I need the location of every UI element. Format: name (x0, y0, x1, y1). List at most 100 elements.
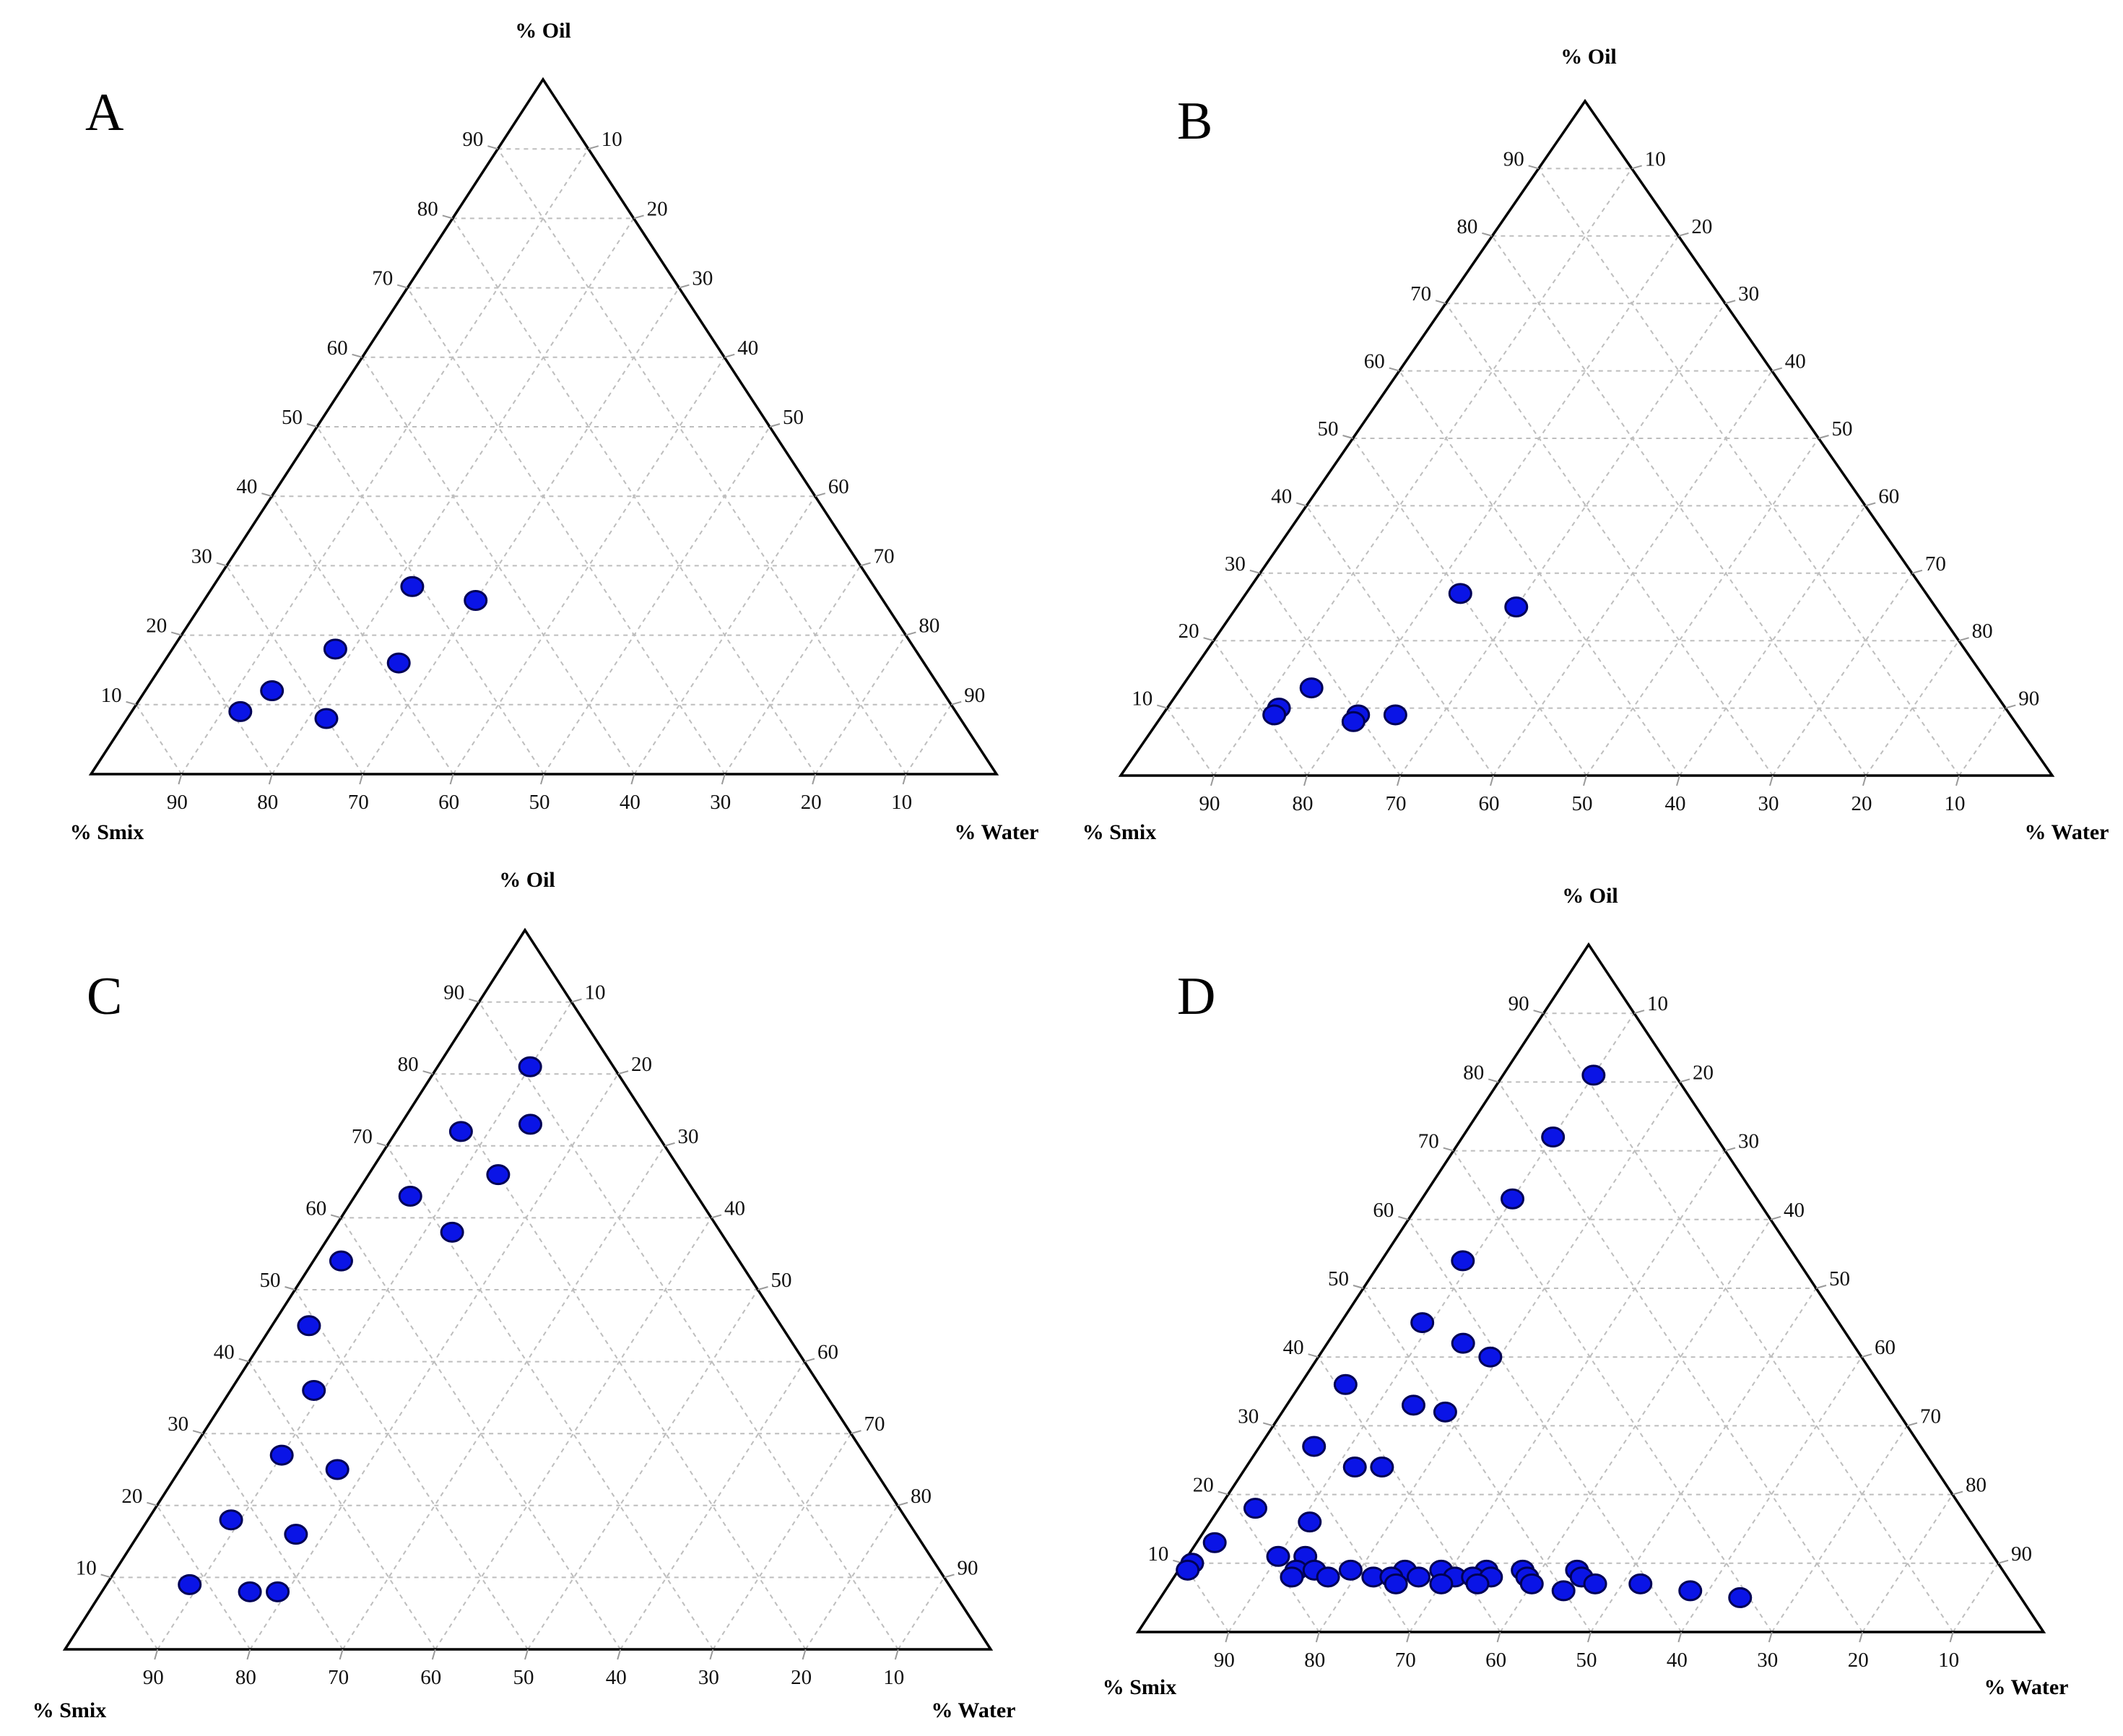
oil-tick-label: 10 (101, 684, 122, 707)
data-point (1401, 1394, 1425, 1416)
water-tick-label: 80 (1972, 620, 1993, 643)
data-points (178, 1056, 542, 1602)
tick-mark-oil (170, 631, 182, 636)
water-tick-label: 20 (631, 1053, 652, 1076)
smix-tick-label: 90 (167, 791, 188, 814)
tick-mark-oil (126, 700, 136, 706)
data-point (1551, 1580, 1576, 1602)
tick-mark-smix (1949, 1631, 1954, 1643)
triangle-edge (62, 927, 994, 1651)
water-tick-label: 80 (1966, 1474, 1987, 1497)
data-point (1176, 1559, 1200, 1581)
data-point (329, 1250, 353, 1272)
tick-mark-water (664, 1142, 675, 1147)
tick-mark-smix (617, 1649, 622, 1660)
data-point (1299, 677, 1324, 699)
oil-tick-label: 70 (1410, 282, 1431, 305)
grid-line-smix (407, 287, 726, 775)
tick-mark-water (906, 631, 916, 636)
oil-axis-label: % Oil (515, 19, 571, 43)
grid-line-water (1865, 640, 1960, 776)
tick-mark-smix (540, 773, 544, 785)
tick-mark-smix (812, 773, 817, 785)
tick-mark-water (1952, 1490, 1963, 1496)
data-point (284, 1524, 308, 1545)
oil-tick-label: 40 (214, 1341, 235, 1364)
tick-mark-smix (524, 1649, 529, 1660)
data-point (228, 700, 253, 722)
tick-mark-water (1770, 1215, 1781, 1220)
data-point (464, 590, 488, 611)
oil-tick-label: 20 (146, 615, 167, 638)
grid-line-water (1228, 1012, 1635, 1633)
oil-tick-label: 30 (1225, 552, 1246, 576)
oil-tick-label: 80 (417, 197, 438, 220)
data-point (1678, 1580, 1703, 1602)
smix-tick-label: 50 (1576, 1649, 1597, 1672)
smix-tick-label: 90 (1199, 792, 1220, 815)
oil-tick-label: 50 (260, 1269, 281, 1292)
tick-mark-water (1724, 300, 1736, 305)
oil-tick-label: 90 (1508, 992, 1529, 1015)
grid-line-water (897, 1576, 945, 1650)
tick-mark-smix (1490, 775, 1494, 786)
grid (110, 1001, 945, 1650)
tick-mark-oil (1353, 1285, 1364, 1289)
tick-mark-water (1906, 1422, 1918, 1427)
data-point (1410, 1312, 1435, 1334)
tick-mark-oil (1157, 704, 1168, 709)
data-point (1333, 1373, 1358, 1395)
water-tick-label: 60 (828, 475, 849, 498)
tick-mark-smix (268, 773, 273, 785)
water-tick-label: 10 (602, 128, 622, 151)
data-point (1451, 1250, 1475, 1272)
data-point (1341, 711, 1366, 732)
smix-tick-label: 10 (891, 791, 912, 814)
data-point (1429, 1573, 1454, 1594)
smix-tick-label: 90 (143, 1666, 164, 1689)
water-tick-label: 40 (737, 337, 758, 360)
tick-mark-oil (1443, 1147, 1454, 1152)
smix-tick-label: 20 (1851, 792, 1872, 815)
grid-line-water (724, 565, 861, 775)
tick-mark-oil (261, 492, 272, 498)
oil-tick-label: 20 (1178, 620, 1199, 643)
tick-mark-smix (154, 1649, 159, 1660)
tick-mark-oil (100, 1574, 111, 1579)
data-point (400, 576, 425, 597)
oil-tick-label: 70 (372, 267, 393, 290)
tick-mark-water (679, 284, 690, 289)
smix-tick-label: 60 (420, 1666, 441, 1689)
tick-mark-water (1958, 637, 1969, 642)
tick-mark-smix (449, 773, 454, 785)
oil-tick-label: 90 (1503, 147, 1524, 170)
tick-mark-water (944, 1574, 955, 1579)
data-point (1383, 704, 1407, 726)
panel-letter: B (1177, 92, 1212, 151)
tick-mark-smix (1768, 1631, 1773, 1643)
oil-tick-label: 30 (1238, 1405, 1259, 1428)
smix-tick-label: 80 (1304, 1649, 1325, 1672)
tick-mark-water (711, 1214, 722, 1219)
tick-mark-water (1818, 435, 1829, 439)
tick-mark-smix (1406, 1631, 1411, 1643)
grid-line-smix (1212, 640, 1308, 776)
smix-tick-label: 90 (1214, 1649, 1235, 1672)
water-tick-label: 20 (1691, 215, 1712, 238)
water-tick-label: 70 (864, 1412, 885, 1436)
smix-axis-label: % Smix (1103, 1675, 1177, 1699)
grid-line-smix (1491, 235, 1867, 776)
data-point (297, 1315, 321, 1337)
grid-line-smix (156, 1505, 251, 1650)
oil-tick-label: 60 (305, 1197, 326, 1220)
tick-mark-smix (1955, 775, 1960, 786)
tick-mark-smix (1496, 1631, 1501, 1643)
data-point (1478, 1346, 1503, 1368)
water-axis-label: % Water (932, 1698, 1016, 1722)
oil-tick-label: 50 (282, 406, 303, 429)
tick-mark-smix (1303, 775, 1308, 786)
grid-line-water (804, 1505, 898, 1650)
tick-mark-smix (1583, 775, 1587, 786)
grid-line-smix (271, 495, 454, 775)
